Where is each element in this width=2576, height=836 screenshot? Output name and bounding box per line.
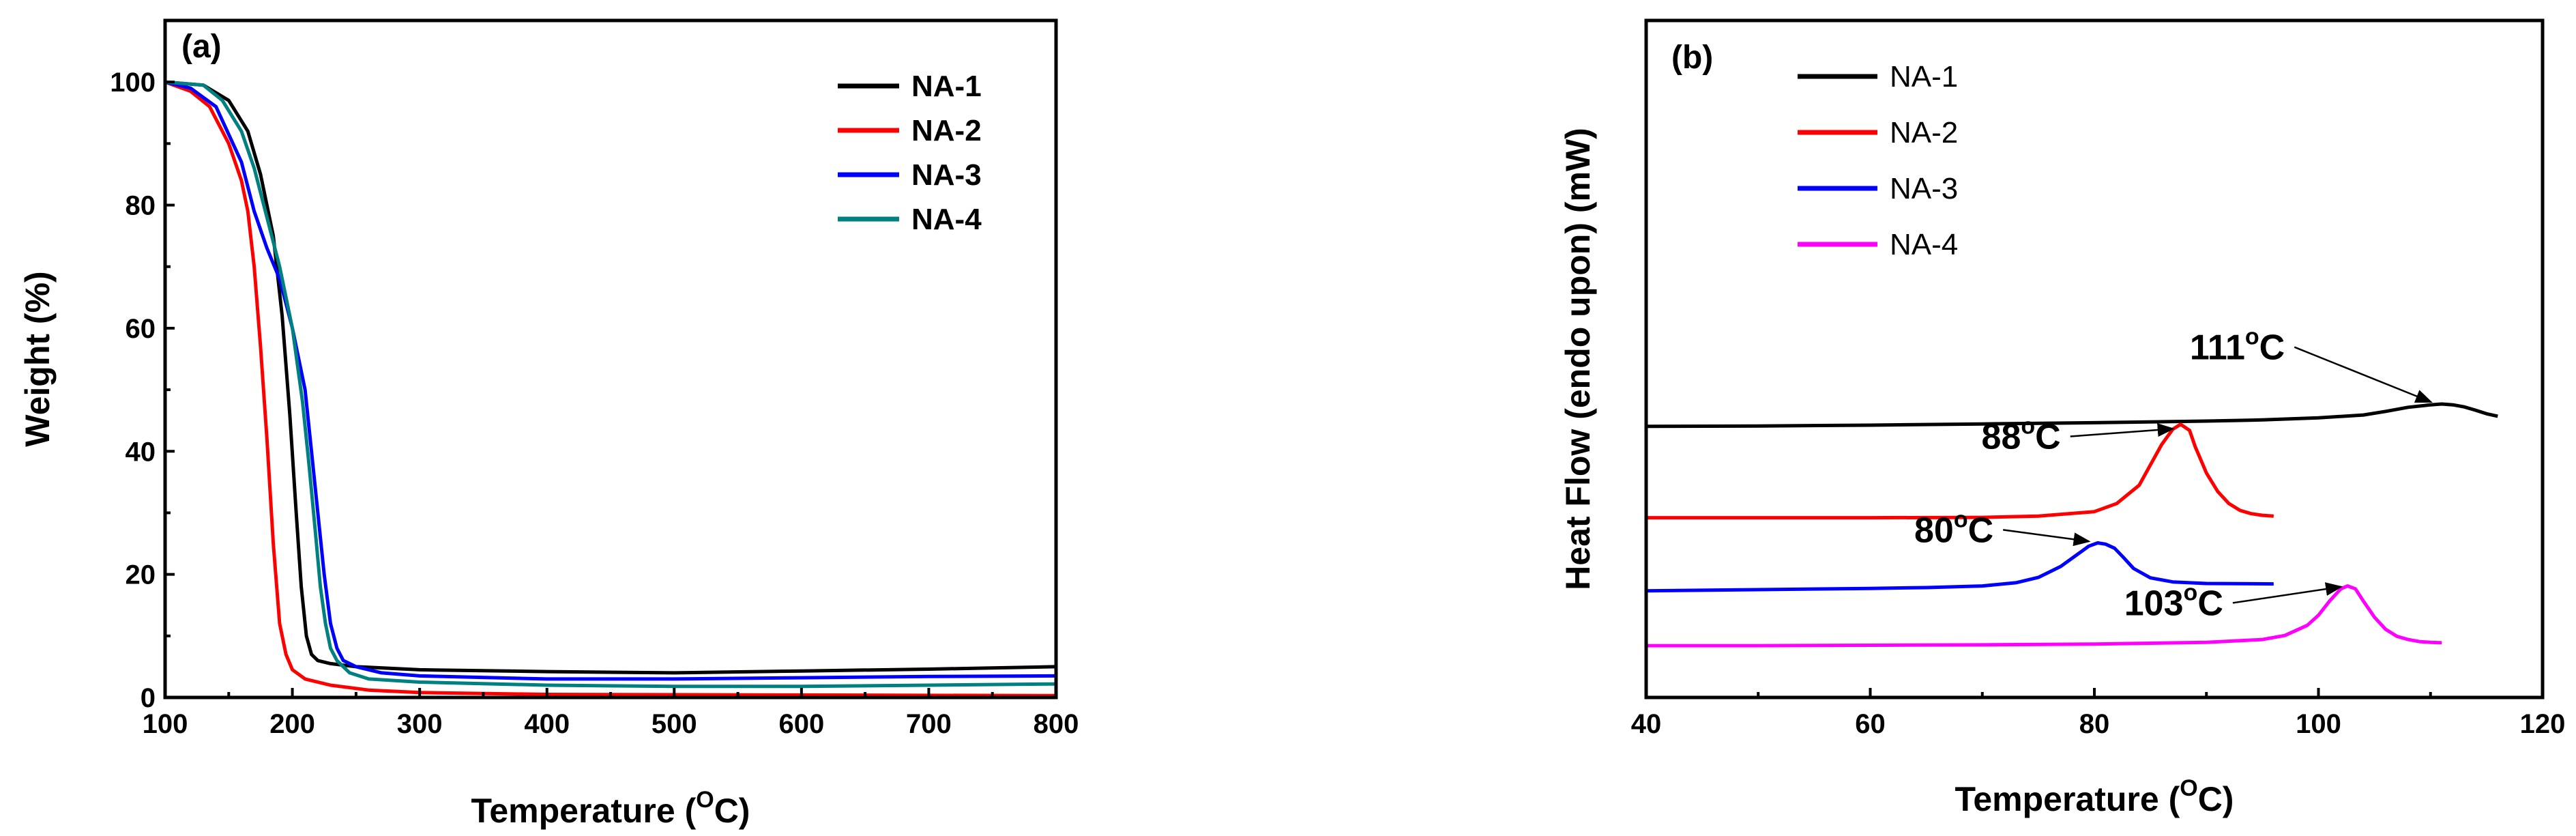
tga-legend-label: NA-1 [911, 70, 982, 103]
dsc-peak-label: 80oC [1914, 506, 1993, 550]
dsc-peak-label: 103oC [2124, 579, 2223, 623]
tga-x-tick-label: 800 [1034, 709, 1079, 739]
tga-x-tick-label: 700 [906, 709, 952, 739]
dsc-legend-label: NA-4 [1890, 228, 1958, 261]
tga-panel: 100 200 300 400 500 600 700 800 0 20 40 60 80 100 (a)… [18, 18, 1079, 830]
tga-y-tick-label: 0 [141, 683, 156, 713]
tga-y-tick-label: 20 [126, 560, 156, 590]
tga-curves [164, 80, 1057, 697]
dsc-x-tick-label: 100 [2296, 709, 2341, 739]
tga-y-tick-label: 100 [110, 68, 156, 98]
tga-x-tick-label: 500 [652, 709, 697, 739]
tga-panel-label: (a) [181, 29, 222, 65]
dsc-series-na-3 [1645, 541, 2274, 593]
dsc-peak-label: 111oC [2190, 324, 2285, 368]
dsc-x-tick-label: 80 [2079, 709, 2110, 739]
dsc-legend: NA-1 NA-2 NA-3 NA-4 [1798, 60, 1958, 261]
dsc-ticks: 40 60 80 100 120 [1631, 688, 2566, 739]
dsc-legend-label: NA-2 [1890, 116, 1958, 149]
tga-x-tick-label: 300 [397, 709, 443, 739]
tga-legend-label: NA-4 [911, 203, 982, 236]
dsc-x-tick-label: 120 [2520, 709, 2566, 739]
dsc-peak-arrow [2003, 529, 2091, 547]
dsc-peak-arrow [2294, 346, 2433, 403]
tga-ticks: 100 200 300 400 500 600 700 800 0 20 40 60 80 100 [110, 68, 1079, 739]
tga-series-na-1 [164, 80, 1057, 675]
dsc-peak-label: 88oC [1982, 414, 2061, 457]
dsc-peak-arrow [2070, 423, 2175, 437]
tga-series-na-4 [164, 80, 1057, 689]
tga-x-tick-label: 200 [269, 709, 315, 739]
tga-legend-label: NA-2 [911, 114, 982, 147]
tga-legend: NA-1 NA-2 NA-3 NA-4 [838, 70, 982, 236]
dsc-y-axis-title: Heat Flow (endo upon) (mW) [1559, 128, 1597, 590]
dsc-x-tick-label: 60 [1855, 709, 1886, 739]
tga-x-tick-label: 400 [524, 709, 570, 739]
tga-legend-label: NA-3 [911, 158, 982, 192]
dsc-panel: 40 60 80 100 120 (b) NA-1 NA-2 NA-3 NA-4 111oC 8… [1559, 18, 2566, 818]
dsc-legend-label: NA-3 [1890, 172, 1958, 205]
tga-series-na-2 [164, 80, 1057, 697]
tga-x-tick-label: 600 [778, 709, 824, 739]
dsc-x-tick-label: 40 [1631, 709, 1662, 739]
dsc-x-axis-title: Temperature (OC) [1955, 775, 2234, 818]
tga-y-tick-label: 80 [126, 191, 156, 221]
tga-y-tick-label: 40 [126, 437, 156, 467]
tga-x-axis-title: Temperature (OC) [471, 787, 750, 830]
tga-series-na-3 [164, 80, 1057, 681]
dsc-series-na-1 [1645, 402, 2498, 429]
dsc-legend-label: NA-1 [1890, 60, 1958, 93]
tga-y-axis-title: Weight (%) [18, 271, 57, 446]
tga-x-tick-label: 100 [143, 709, 188, 739]
dsc-peak-arrow [2232, 582, 2343, 604]
dsc-panel-label: (b) [1671, 40, 1713, 76]
dsc-peak-annotations: 111oC 88oC 80oC 103oC [1914, 324, 2433, 623]
tga-y-tick-label: 60 [126, 314, 156, 344]
